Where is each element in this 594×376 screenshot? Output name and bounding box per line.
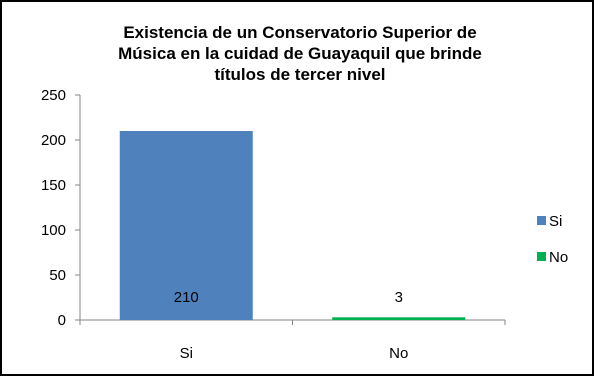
data-label-no: 3 <box>395 289 403 306</box>
legend-label-si: Si <box>549 213 562 230</box>
legend-swatch-no <box>537 252 546 261</box>
y-tick-label: 0 <box>58 312 66 329</box>
y-tick-label: 50 <box>49 267 66 284</box>
legend-swatch-si <box>537 216 546 225</box>
x-tick-label-si: Si <box>180 345 193 362</box>
y-tick-label: 200 <box>41 132 66 149</box>
bar-no <box>332 317 466 320</box>
data-label-si: 210 <box>174 289 199 306</box>
y-tick-label: 150 <box>41 177 66 194</box>
chart-title: Existencia de un Conservatorio Superior … <box>118 23 482 84</box>
x-tick-label-no: No <box>389 345 408 362</box>
y-tick-label: 100 <box>41 222 66 239</box>
bar-si <box>119 131 253 320</box>
y-tick-label: 250 <box>41 87 66 104</box>
legend-label-no: No <box>549 249 568 266</box>
